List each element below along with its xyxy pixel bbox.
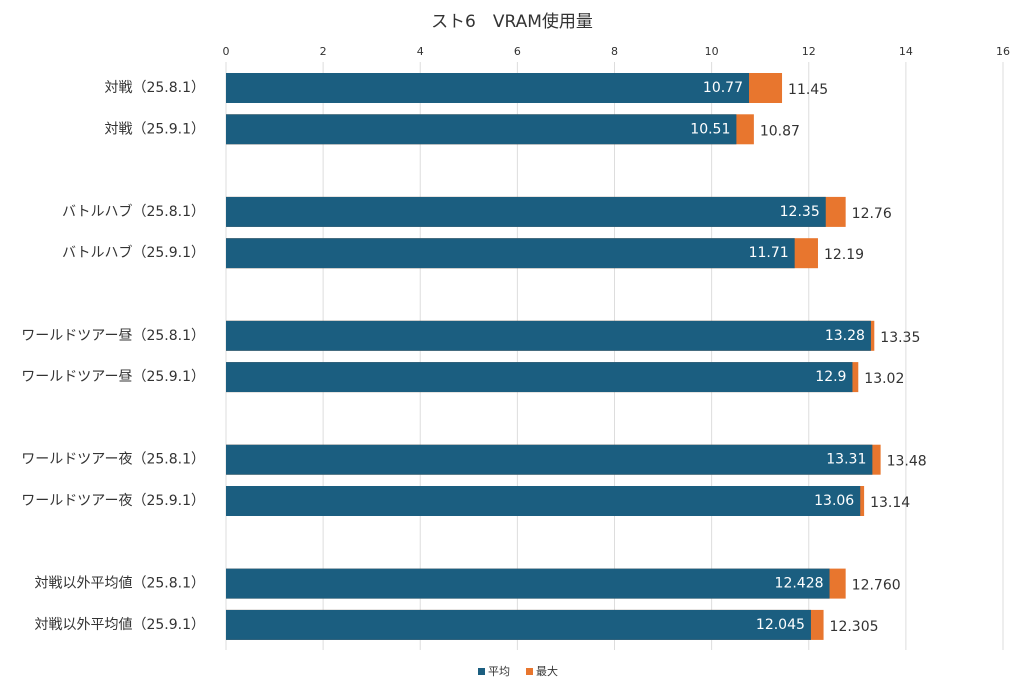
value-label: 13.35 <box>880 330 920 346</box>
bar <box>226 238 795 269</box>
y-tick-label: バトルハブ（25.8.1） <box>62 203 205 220</box>
chart-title: スト6 VRAM使用量 <box>431 11 593 32</box>
x-tick-label: 12 <box>802 45 816 58</box>
x-tick-label: 14 <box>899 45 913 58</box>
x-tick-label: 16 <box>996 45 1010 58</box>
value-label: 13.02 <box>864 371 904 387</box>
x-tick-label: 0 <box>223 45 230 58</box>
y-tick-label: バトルハブ（25.9.1） <box>62 244 205 261</box>
value-label: 10.51 <box>690 121 730 137</box>
value-label: 12.305 <box>830 619 879 635</box>
y-tick-label: 対戦（25.8.1） <box>104 80 205 96</box>
value-label: 11.71 <box>749 245 789 261</box>
legend-label: 平均 <box>488 665 510 678</box>
bar <box>226 609 811 640</box>
x-tick-label: 4 <box>417 45 424 58</box>
value-label: 13.06 <box>814 493 854 509</box>
y-tick-label: ワールドツアー昼（25.8.1） <box>21 328 205 344</box>
legend-swatch <box>478 668 485 675</box>
bar <box>226 114 737 145</box>
value-label: 12.760 <box>852 578 901 594</box>
x-tick-label: 8 <box>611 45 618 58</box>
y-tick-label: ワールドツアー夜（25.8.1） <box>21 452 205 468</box>
y-tick-label: ワールドツアー昼（25.9.1） <box>21 369 205 385</box>
y-tick-label: ワールドツアー夜（25.9.1） <box>21 493 205 509</box>
x-tick-label: 10 <box>705 45 719 58</box>
value-label: 13.48 <box>887 454 927 470</box>
y-tick-label: 対戦以外平均値（25.8.1） <box>34 576 205 592</box>
value-label: 12.35 <box>780 204 820 220</box>
y-tick-label: 対戦以外平均値（25.9.1） <box>34 617 205 633</box>
bar <box>226 320 871 351</box>
bar <box>226 444 873 475</box>
value-label: 12.19 <box>824 247 864 263</box>
value-label: 12.9 <box>815 369 846 385</box>
value-label: 12.76 <box>852 206 892 222</box>
bar <box>226 486 861 516</box>
value-label: 10.77 <box>703 80 743 96</box>
value-label: 12.428 <box>775 576 824 592</box>
legend-label: 最大 <box>536 664 558 678</box>
bar <box>226 568 830 599</box>
x-tick-label: 6 <box>514 45 521 58</box>
x-tick-label: 2 <box>320 45 327 58</box>
value-label: 12.045 <box>756 617 805 633</box>
bar <box>226 73 750 103</box>
legend-swatch <box>526 668 533 675</box>
value-label: 10.87 <box>760 123 800 139</box>
value-label: 13.28 <box>825 328 865 344</box>
y-tick-label: 対戦（25.9.1） <box>104 121 205 137</box>
value-label: 13.31 <box>826 452 866 468</box>
bar <box>226 362 853 393</box>
bar <box>226 196 826 227</box>
value-label: 11.45 <box>788 82 828 98</box>
value-label: 13.14 <box>870 495 910 511</box>
